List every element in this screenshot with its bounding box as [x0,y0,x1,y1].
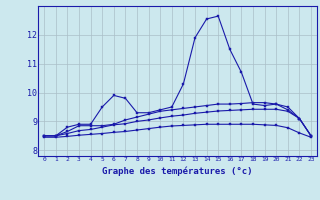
X-axis label: Graphe des températures (°c): Graphe des températures (°c) [102,167,253,176]
